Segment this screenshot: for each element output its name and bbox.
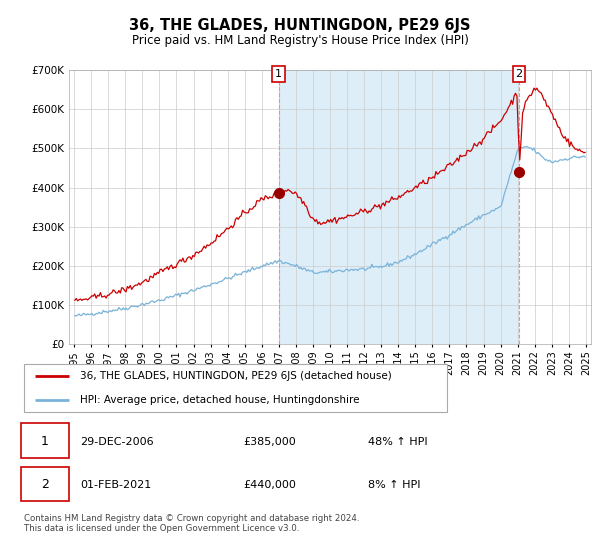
Text: 36, THE GLADES, HUNTINGDON, PE29 6JS (detached house): 36, THE GLADES, HUNTINGDON, PE29 6JS (de… — [80, 371, 392, 381]
Text: 36, THE GLADES, HUNTINGDON, PE29 6JS: 36, THE GLADES, HUNTINGDON, PE29 6JS — [129, 18, 471, 32]
FancyBboxPatch shape — [21, 423, 69, 458]
Text: 8% ↑ HPI: 8% ↑ HPI — [368, 480, 420, 490]
FancyBboxPatch shape — [23, 364, 446, 412]
Text: £385,000: £385,000 — [244, 436, 296, 446]
Text: 29-DEC-2006: 29-DEC-2006 — [80, 436, 154, 446]
Text: 48% ↑ HPI: 48% ↑ HPI — [368, 436, 427, 446]
Text: HPI: Average price, detached house, Huntingdonshire: HPI: Average price, detached house, Hunt… — [80, 394, 359, 404]
Text: £440,000: £440,000 — [244, 480, 296, 490]
Text: Price paid vs. HM Land Registry's House Price Index (HPI): Price paid vs. HM Land Registry's House … — [131, 34, 469, 47]
Text: 1: 1 — [275, 69, 282, 79]
Text: Contains HM Land Registry data © Crown copyright and database right 2024.
This d: Contains HM Land Registry data © Crown c… — [23, 514, 359, 533]
Text: 2: 2 — [515, 69, 523, 79]
Text: 2: 2 — [41, 478, 49, 492]
Text: 01-FEB-2021: 01-FEB-2021 — [80, 480, 151, 490]
Bar — [278, 70, 519, 344]
Text: 1: 1 — [41, 435, 49, 448]
FancyBboxPatch shape — [21, 466, 69, 501]
